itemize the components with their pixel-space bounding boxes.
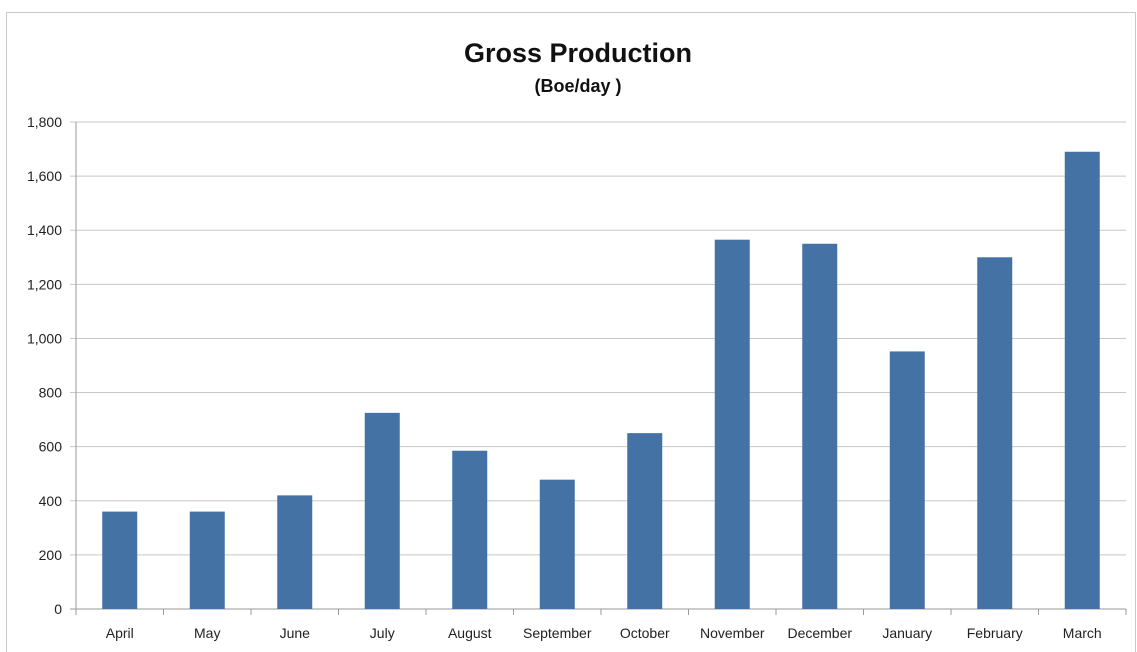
bar-august (452, 450, 488, 609)
bar-december (802, 243, 838, 609)
gridlines (70, 121, 1126, 610)
x-tick-label: September (523, 625, 592, 641)
x-tick-label: March (1063, 625, 1102, 641)
x-tick-label: November (700, 625, 765, 641)
bar-june (277, 495, 313, 609)
x-tick-label: December (787, 625, 852, 641)
x-tick-label: June (280, 625, 311, 641)
x-tick-label: April (106, 625, 134, 641)
x-tick-label: October (620, 625, 670, 641)
y-tick-label: 400 (39, 493, 63, 509)
y-tick-label: 200 (39, 547, 63, 563)
bar-april (102, 511, 138, 609)
chart-subtitle: (Boe/day ) (534, 76, 621, 96)
y-axis-ticks: 0 200 400 600 800 1,000 1,200 1,400 1,600 1,800 (27, 114, 62, 617)
x-tick-label: February (967, 625, 1023, 641)
x-tick-label: May (194, 625, 220, 641)
bar-february (977, 257, 1013, 609)
bar-july (364, 412, 400, 609)
bar-may (189, 511, 225, 609)
bar-october (627, 433, 663, 609)
y-tick-label: 1,600 (27, 168, 62, 184)
y-tick-label: 1,200 (27, 276, 62, 292)
y-tick-label: 1,800 (27, 114, 62, 130)
bar-september (539, 479, 575, 609)
x-axis-ticks: April May June July August September October No… (75, 609, 1127, 641)
chart-frame (6, 12, 1136, 652)
y-tick-label: 1,000 (27, 330, 62, 346)
y-tick-label: 800 (39, 385, 63, 401)
bar-january (889, 351, 925, 609)
bar-march (1064, 151, 1100, 609)
chart-title: Gross Production (464, 38, 692, 68)
y-tick-label: 1,400 (27, 222, 62, 238)
x-tick-label: July (370, 625, 395, 641)
y-tick-label: 0 (54, 601, 62, 617)
x-tick-label: August (448, 625, 492, 641)
y-tick-label: 600 (39, 439, 63, 455)
bar-november (714, 239, 750, 610)
x-tick-label: January (882, 625, 932, 641)
bars (102, 151, 1100, 610)
